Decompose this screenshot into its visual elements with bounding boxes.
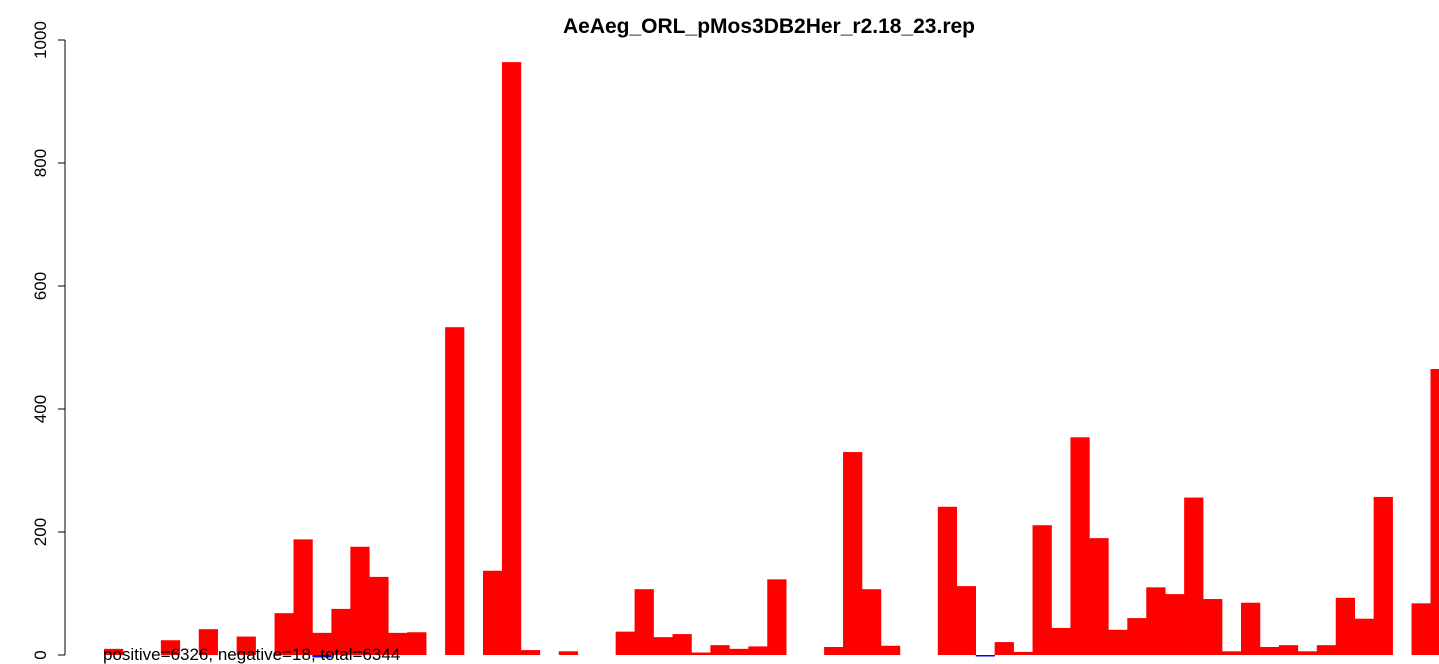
bar-negative xyxy=(312,655,332,658)
y-axis: 0 200 400 600 800 1000 xyxy=(31,21,65,660)
bar-positive xyxy=(1051,627,1071,655)
bar-positive xyxy=(1032,525,1052,655)
bar-positive xyxy=(312,632,332,655)
bar-positive xyxy=(1297,651,1318,655)
bar-positive xyxy=(1203,599,1223,655)
bar-positive xyxy=(1259,647,1280,655)
bar-positive xyxy=(274,613,294,655)
chart-title: AeAeg_ORL_pMos3DB2Her_r2.18_23.rep xyxy=(563,15,975,38)
bar-positive xyxy=(407,632,427,655)
bar-positive xyxy=(483,570,503,655)
bar-positive xyxy=(1013,651,1033,655)
bar-positive xyxy=(1241,602,1261,655)
y-tick-label: 400 xyxy=(31,395,50,423)
bar-positive xyxy=(956,586,976,655)
negative-bars xyxy=(312,655,995,658)
bar-positive xyxy=(1165,594,1185,655)
bar-positive xyxy=(824,647,844,655)
bar-positive xyxy=(520,650,541,655)
bar-positive xyxy=(1184,497,1204,655)
bar-positive xyxy=(634,589,654,655)
bar-positive xyxy=(1089,538,1109,655)
bar-positive xyxy=(880,645,901,655)
bar-positive xyxy=(1335,597,1355,655)
y-tick-label: 200 xyxy=(31,518,50,546)
bar-positive xyxy=(198,629,218,655)
summary-annotation: positive=6326, negative=18, total=6344 xyxy=(103,645,400,664)
bar-positive xyxy=(748,646,768,655)
bar-positive xyxy=(1108,629,1128,655)
bar-positive xyxy=(1070,437,1090,655)
bar-positive xyxy=(729,648,749,655)
bar-positive xyxy=(1354,618,1374,655)
bar-positive xyxy=(691,652,711,655)
bar-positive xyxy=(388,632,408,655)
bar-positive xyxy=(862,589,882,655)
bar-positive xyxy=(1411,603,1431,655)
bar-positive xyxy=(1127,618,1147,655)
y-tick-label: 1000 xyxy=(31,21,50,59)
bar-positive xyxy=(445,327,465,655)
bar-positive xyxy=(1222,651,1242,655)
positive-bars xyxy=(104,62,1439,656)
bar-positive xyxy=(1316,645,1337,655)
bar-positive xyxy=(236,636,256,655)
bar-positive xyxy=(843,452,863,655)
y-tick-label: 800 xyxy=(31,149,50,177)
bar-positive xyxy=(350,546,370,655)
bar-positive xyxy=(558,651,579,655)
bar-positive xyxy=(331,608,351,656)
y-tick-label: 0 xyxy=(31,650,50,659)
bar-positive xyxy=(994,642,1014,655)
bar-positive xyxy=(104,648,124,655)
bar-positive xyxy=(937,506,958,655)
bar-positive xyxy=(767,579,787,655)
bar-negative xyxy=(975,655,995,657)
bar-positive xyxy=(1430,369,1439,655)
bar-positive xyxy=(160,640,181,655)
bar-positive xyxy=(501,62,522,655)
bar-positive xyxy=(1373,496,1393,655)
bar-positive xyxy=(653,637,673,655)
bar-positive xyxy=(710,645,730,655)
y-tick-label: 600 xyxy=(31,272,50,300)
bar-positive xyxy=(1278,645,1299,655)
bar-positive xyxy=(615,631,635,655)
bar-positive xyxy=(293,539,313,655)
bar-positive xyxy=(1146,587,1166,655)
bar-positive xyxy=(369,576,389,655)
bar-positive xyxy=(672,634,692,655)
